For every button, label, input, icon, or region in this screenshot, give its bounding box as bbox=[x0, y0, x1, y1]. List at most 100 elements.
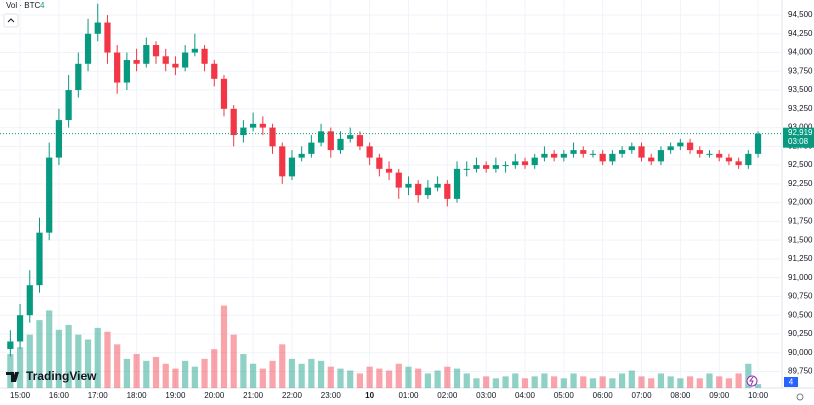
candle-body bbox=[94, 22, 101, 34]
volume-bar bbox=[667, 376, 674, 388]
candle-body bbox=[317, 131, 325, 143]
candle-body bbox=[716, 153, 723, 158]
candle-body bbox=[415, 183, 422, 196]
candle-layer bbox=[0, 3, 782, 357]
volume-bar bbox=[123, 358, 130, 388]
y-tick-label: 93,000 bbox=[788, 123, 813, 132]
volume-bar bbox=[560, 378, 567, 388]
candle-body bbox=[618, 150, 626, 154]
collapse-button[interactable] bbox=[3, 13, 19, 28]
volume-bar bbox=[7, 354, 14, 388]
candle-body bbox=[337, 138, 344, 151]
candle-body bbox=[599, 153, 606, 162]
candle-body bbox=[580, 150, 587, 154]
x-tick-label: 09:00 bbox=[709, 391, 730, 400]
x-tick-label: 21:00 bbox=[243, 391, 264, 400]
volume-bar bbox=[65, 324, 72, 388]
y-tick-label: 90,000 bbox=[788, 348, 813, 357]
volume-bar bbox=[26, 334, 33, 388]
logo-icon bbox=[6, 372, 19, 382]
volume-bar bbox=[347, 370, 354, 388]
volume-bar bbox=[463, 373, 470, 388]
volume-bar bbox=[84, 339, 92, 388]
volume-bar bbox=[250, 363, 257, 388]
y-tick-label: 93,500 bbox=[788, 85, 813, 94]
volume-bar bbox=[638, 376, 645, 388]
volume-bar bbox=[628, 370, 635, 388]
candle-body bbox=[327, 131, 334, 151]
candle-body bbox=[453, 168, 461, 199]
candle-body bbox=[259, 123, 266, 128]
y-tick-label: 93,750 bbox=[788, 66, 813, 75]
y-tick-label: 94,500 bbox=[788, 10, 813, 19]
candle-body bbox=[473, 165, 480, 169]
volume-bar bbox=[288, 358, 296, 388]
grid-layer bbox=[0, 0, 782, 388]
y-tick-label: 94,250 bbox=[788, 29, 813, 38]
volume-bar bbox=[677, 378, 684, 388]
volume-layer bbox=[7, 305, 762, 388]
candle-body bbox=[279, 146, 286, 177]
candle-body bbox=[541, 153, 548, 158]
volume-bar bbox=[745, 363, 752, 388]
y-tick-label: 92,250 bbox=[788, 179, 813, 188]
volume-bar bbox=[541, 373, 548, 388]
x-tick-label: 15:00 bbox=[10, 391, 31, 400]
y-tick-label: 93,250 bbox=[788, 104, 813, 113]
y-tick-label: 91,250 bbox=[788, 254, 813, 263]
candle-body bbox=[589, 153, 597, 155]
volume-bar bbox=[580, 376, 587, 388]
volume-bar bbox=[114, 344, 121, 388]
y-tick-label: 94,000 bbox=[788, 48, 813, 57]
candle-body bbox=[356, 135, 364, 147]
candle-body bbox=[75, 63, 82, 91]
candle-body bbox=[26, 285, 33, 316]
volume-bar bbox=[366, 366, 373, 388]
volume-bar bbox=[531, 376, 538, 388]
candle-body bbox=[754, 133, 762, 154]
y-tick-label: 90,250 bbox=[788, 329, 813, 338]
candle-body bbox=[36, 232, 43, 286]
volume-bar bbox=[317, 360, 325, 388]
candle-body bbox=[133, 60, 140, 64]
x-tick-label: 17:00 bbox=[88, 391, 109, 400]
candle-body bbox=[366, 146, 373, 158]
volume-bar bbox=[55, 329, 63, 388]
x-tick-label: 10 bbox=[365, 391, 374, 400]
volume-bar bbox=[308, 358, 315, 388]
candle-body bbox=[308, 142, 315, 154]
x-tick-label: 18:00 bbox=[127, 391, 148, 400]
candle-body bbox=[551, 153, 558, 158]
volume-bar bbox=[657, 373, 665, 388]
x-tick-label: 19:00 bbox=[165, 391, 186, 400]
y-tick-label: 92,000 bbox=[788, 198, 813, 207]
candle-body bbox=[560, 153, 567, 158]
candle-body bbox=[347, 135, 354, 139]
candle-body bbox=[444, 183, 451, 199]
volume-bar bbox=[492, 378, 499, 388]
y-tick-label: 90,500 bbox=[788, 310, 813, 319]
x-tick-label: 16:00 bbox=[49, 391, 70, 400]
volume-bar bbox=[191, 366, 198, 388]
volume-bar bbox=[405, 366, 412, 388]
candle-body bbox=[677, 142, 684, 147]
volume-bar bbox=[716, 376, 723, 388]
volume-bar bbox=[599, 376, 606, 388]
candle-body bbox=[65, 90, 72, 121]
candle-body bbox=[250, 123, 257, 128]
volume-bar bbox=[424, 373, 432, 388]
volume-title: Vol · BTC bbox=[6, 1, 40, 10]
x-tick-label: 02:00 bbox=[437, 391, 458, 400]
volume-bar bbox=[444, 366, 451, 388]
x-tick-label: 08:00 bbox=[670, 391, 691, 400]
candle-body bbox=[269, 127, 276, 147]
volume-bar bbox=[220, 305, 228, 388]
watermark: TradingView bbox=[6, 369, 97, 383]
volume-bar bbox=[133, 354, 140, 388]
candle-body bbox=[725, 157, 733, 162]
volume-bar bbox=[16, 347, 24, 388]
volume-last-value: 4 bbox=[40, 1, 45, 10]
settings-button[interactable] bbox=[796, 393, 804, 401]
x-tick-label: 20:00 bbox=[204, 391, 225, 400]
